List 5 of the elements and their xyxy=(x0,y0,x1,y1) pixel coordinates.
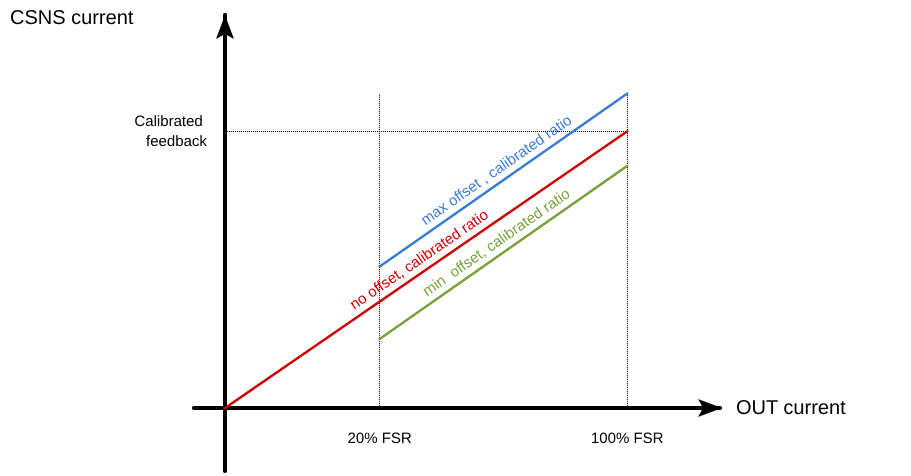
x-tick-label: 100% FSR xyxy=(590,430,664,447)
x-axis-title: OUT current xyxy=(736,397,846,420)
ref-line-label: Calibrated feedback xyxy=(134,112,208,150)
y-axis-title: CSNS current xyxy=(10,7,134,29)
x-tick-label: 20% FSR xyxy=(348,430,412,447)
